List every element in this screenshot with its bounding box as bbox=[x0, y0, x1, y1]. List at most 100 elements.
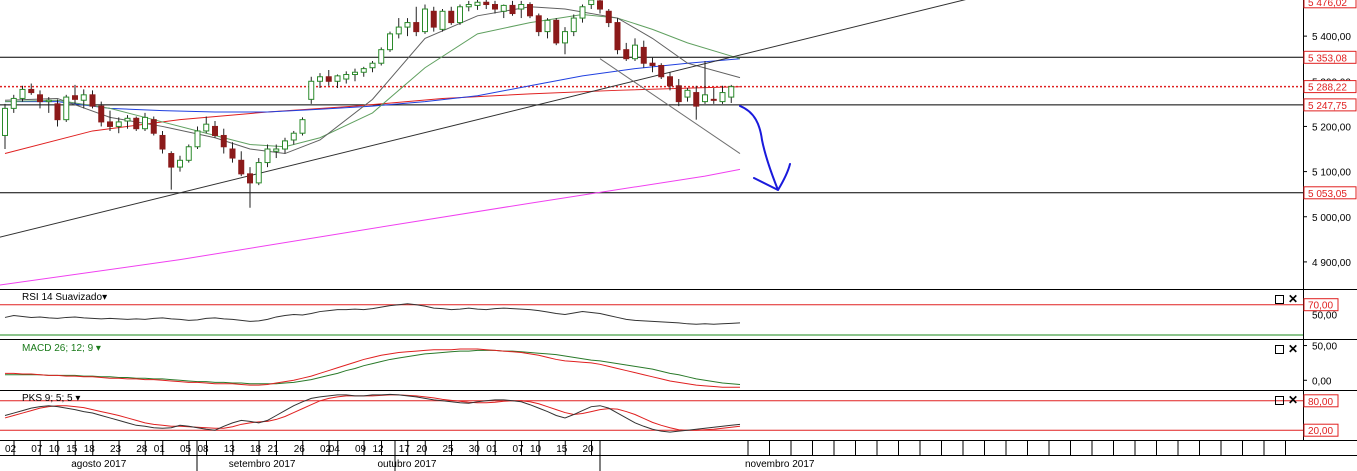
date-tick-label: 30 bbox=[469, 444, 481, 455]
price-level-box bbox=[1303, 98, 1357, 112]
candle-body bbox=[553, 19, 560, 44]
rsi-line bbox=[4, 303, 741, 325]
candle-body bbox=[474, 1, 481, 6]
candle-body bbox=[282, 140, 288, 150]
candle-body bbox=[37, 94, 43, 103]
rsi-tick-label: 70,00 bbox=[1308, 301, 1333, 312]
pks-title[interactable]: PKS 9; 5; 5 ▾ bbox=[22, 393, 81, 404]
macd-title[interactable]: MACD 26; 12; 9 ▾ bbox=[22, 343, 101, 354]
candle-body bbox=[325, 76, 332, 82]
candle-body bbox=[509, 4, 516, 15]
date-tick-label: 12 bbox=[373, 444, 385, 455]
date-tick-label: 10 bbox=[530, 444, 542, 455]
candle-body bbox=[570, 17, 577, 33]
maximize-icon[interactable] bbox=[1275, 344, 1284, 354]
candle-body bbox=[527, 4, 533, 17]
price-level-label: 5 247,75 bbox=[1308, 101, 1347, 112]
date-tick-label: 05 bbox=[180, 444, 192, 455]
candle-body bbox=[212, 125, 218, 136]
close-icon[interactable]: ✕ bbox=[1288, 393, 1299, 407]
candle-body bbox=[107, 121, 113, 127]
candle-body bbox=[430, 10, 437, 28]
candle-body bbox=[2, 107, 8, 136]
price-tick-label: 5 000,00 bbox=[1312, 213, 1351, 224]
candle-body bbox=[632, 44, 638, 60]
candle-body bbox=[299, 119, 306, 134]
macd-tick-label: 0,00 bbox=[1312, 376, 1332, 387]
price-level-box bbox=[1303, 186, 1357, 200]
price-level-label: 5 476,02 bbox=[1308, 0, 1347, 9]
candle-body bbox=[54, 103, 61, 121]
candle-body bbox=[185, 146, 192, 161]
candle-body bbox=[89, 94, 96, 107]
candle-body bbox=[98, 105, 105, 123]
maximize-icon[interactable] bbox=[1275, 395, 1284, 405]
candle-body bbox=[658, 64, 665, 78]
month-label: setembro 2017 bbox=[229, 459, 296, 470]
annotation-arrow bbox=[739, 105, 791, 191]
candle-body bbox=[667, 76, 673, 87]
candle-body bbox=[395, 26, 402, 35]
date-tick-label: 20 bbox=[416, 444, 428, 455]
indicator-level-box bbox=[1303, 394, 1339, 408]
date-tick-label: 23 bbox=[110, 444, 122, 455]
candle-body bbox=[334, 75, 341, 82]
close-icon[interactable]: ✕ bbox=[1288, 292, 1299, 306]
candle-body bbox=[404, 22, 411, 28]
candle-body bbox=[308, 80, 315, 100]
candle-body bbox=[247, 173, 253, 184]
pks-tick-label: 20,00 bbox=[1308, 426, 1333, 437]
candle-body bbox=[500, 4, 507, 12]
candle-body bbox=[518, 4, 525, 10]
candle-body bbox=[80, 94, 87, 101]
candle-body bbox=[72, 95, 78, 100]
date-tick-label: 07 bbox=[513, 444, 525, 455]
candle-body bbox=[203, 123, 210, 132]
candle-body bbox=[238, 159, 245, 175]
rsi-tick-label: 50,00 bbox=[1312, 311, 1337, 322]
month-label: novembro 2017 bbox=[745, 459, 815, 470]
candle-body bbox=[317, 76, 323, 82]
candle-body bbox=[273, 148, 280, 152]
date-tick-label: 10 bbox=[49, 444, 61, 455]
candle-body bbox=[19, 88, 26, 99]
trendline bbox=[0, 0, 966, 238]
candle-body bbox=[10, 97, 17, 109]
trendline bbox=[599, 58, 741, 154]
candle-body bbox=[640, 46, 647, 64]
candle-body bbox=[588, 0, 595, 6]
candle-body bbox=[360, 68, 367, 73]
month-label: agosto 2017 bbox=[71, 459, 126, 470]
candle-body bbox=[150, 119, 157, 134]
date-tick-label: 04 bbox=[329, 444, 341, 455]
candle-body bbox=[614, 22, 621, 51]
date-tick-label: 08 bbox=[198, 444, 210, 455]
candle-body bbox=[63, 96, 70, 121]
candle-body bbox=[649, 62, 656, 66]
candle-body bbox=[623, 49, 630, 60]
candle-body bbox=[597, 0, 603, 10]
date-tick-label: 18 bbox=[250, 444, 262, 455]
date-tick-label: 25 bbox=[443, 444, 455, 455]
candle-body bbox=[413, 22, 420, 33]
moving-average-line bbox=[4, 6, 741, 155]
candle-body bbox=[194, 130, 201, 148]
date-tick-label: 17 bbox=[399, 444, 411, 455]
date-tick-label: 20 bbox=[583, 444, 595, 455]
rsi-title[interactable]: RSI 14 Suavizado▾ bbox=[22, 292, 108, 303]
candle-body bbox=[448, 10, 455, 24]
macd-tick-label: 50,00 bbox=[1312, 342, 1337, 353]
candle-body bbox=[352, 71, 358, 76]
maximize-icon[interactable] bbox=[1275, 294, 1284, 304]
candle-body bbox=[544, 19, 551, 33]
date-tick-label: 01 bbox=[486, 444, 498, 455]
moving-average-line bbox=[4, 13, 741, 148]
macd-line bbox=[5, 348, 740, 388]
close-icon[interactable]: ✕ bbox=[1288, 342, 1299, 356]
date-tick-label: 15 bbox=[66, 444, 78, 455]
date-tick-label: 13 bbox=[224, 444, 236, 455]
date-tick-label: 07 bbox=[31, 444, 43, 455]
price-level-box bbox=[1303, 50, 1357, 64]
candle-body bbox=[422, 8, 428, 33]
